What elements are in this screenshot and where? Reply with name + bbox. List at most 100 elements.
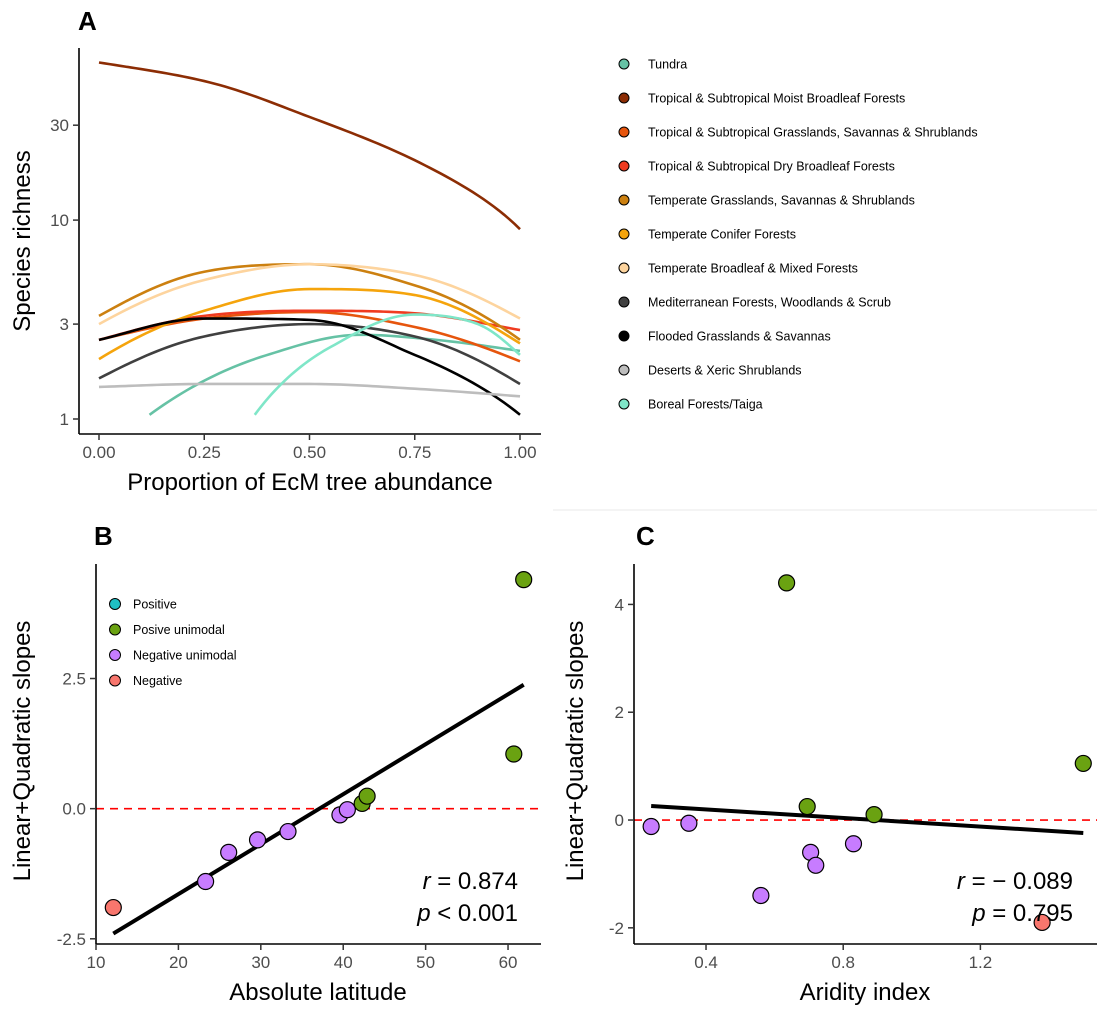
panel-b-x-tick-label: 50 (416, 953, 435, 972)
panel-c-point-negative-unimodal (642, 817, 660, 836)
panel-c-x-label: Aridity index (800, 979, 931, 1006)
panel-c-point-posive-unimodal (865, 806, 883, 824)
panel-b-y-tick-label: 2.5 (62, 670, 86, 689)
legend-label-positive: Positive (133, 598, 177, 612)
panel-a-y-ticks: 1 3 10 30 (50, 116, 79, 429)
legend-label-temperate-conifer-forests: Temperate Conifer Forests (648, 228, 796, 242)
panel-b-r-value: = 0.874 (431, 868, 518, 895)
legend-label-negative-unimodal: Negative unimodal (133, 649, 237, 663)
panel-c-p-value: = 0.795 (986, 900, 1073, 927)
panel-b-x-tick-label: 10 (87, 953, 106, 972)
panel-label-b: B (94, 521, 113, 551)
legend-key-temperate-grasslands-savannas-shrublands (618, 194, 630, 206)
panel-a-y-tick-label: 1 (60, 410, 69, 429)
panel-a-x-tick-label: 0.50 (293, 443, 326, 462)
panel-c-y-tick-label: 4 (615, 595, 624, 614)
panel-b-p-stat: p < 0.001 (416, 900, 518, 927)
curve-temperate-grasslands-savannas-shrublands (98, 262, 521, 341)
panel-c-p-stat: p = 0.795 (971, 900, 1073, 927)
curve-deserts-xeric-shrublands (98, 382, 521, 398)
panel-b-point-posive-unimodal (505, 745, 523, 763)
panel-a-x-tick-label: 1.00 (503, 443, 536, 462)
legend-key-posive-unimodal (109, 623, 121, 636)
panel-b-legend: Positive Posive unimodal Negative unimodal… (109, 598, 237, 688)
panel-a-lines (98, 61, 521, 416)
panel-b-point-negative-unimodal (338, 801, 356, 819)
panel-a-legend: Tundra Tropical & Subtropical Moist Broad… (618, 58, 978, 412)
panel-c-point-negative (1033, 913, 1051, 932)
panel-b-p-value: < 0.001 (431, 900, 518, 927)
legend-key-tropical-subtropical-grasslands-savannas-shrublands (618, 126, 630, 138)
panel-a-y-tick-label: 3 (60, 315, 69, 334)
panel-b: B 10 20 30 40 50 60 -2.5 0.0 2.5 Absolute latit… (9, 521, 541, 1006)
panel-b-x-ticks: 10 20 30 40 50 60 (87, 944, 518, 972)
legend-key-negative-unimodal (109, 649, 121, 661)
curve-flooded-grasslands-savannas (98, 317, 521, 416)
panel-c-y-label: Linear+Quadratic slopes (562, 621, 589, 882)
panel-b-point-negative-unimodal (197, 872, 215, 891)
panel-b-point-negative-unimodal (248, 831, 267, 849)
panel-c-y-tick-label: 0 (615, 811, 624, 830)
legend-label-negative: Negative (133, 674, 182, 688)
panel-b-points (104, 571, 533, 917)
panel-c-y-tick-label: 2 (615, 703, 624, 722)
panel-c-point-negative-unimodal (680, 814, 698, 832)
panel-b-point-negative (104, 898, 122, 917)
legend-label-temperate-broadleaf-mixed-forests: Temperate Broadleaf & Mixed Forests (648, 262, 858, 276)
panel-b-point-posive-unimodal (358, 787, 376, 805)
panel-c-x-tick-label: 0.8 (831, 953, 855, 972)
legend-key-positive (109, 598, 121, 610)
panel-a-x-label: Proportion of EcM tree abundance (127, 469, 493, 496)
panel-b-x-label: Absolute latitude (229, 979, 406, 1006)
panel-b-fit-line (112, 683, 525, 936)
legend-key-tropical-subtropical-moist-broadleaf-forests (618, 92, 630, 104)
panel-b-point-posive-unimodal (515, 571, 533, 589)
panel-label-a: A (78, 6, 97, 36)
panel-c-r-value: = − 0.089 (965, 868, 1073, 895)
legend-label-posive-unimodal: Posive unimodal (133, 623, 225, 637)
legend-label-mediterranean-forests-woodlands-scrub: Mediterranean Forests, Woodlands & Scrub (648, 296, 891, 310)
legend-label-tundra: Tundra (648, 58, 687, 72)
legend-label-boreal-forests-taiga: Boreal Forests/Taiga (648, 398, 763, 412)
panel-b-x-tick-label: 60 (499, 953, 518, 972)
panel-b-x-tick-label: 30 (251, 953, 270, 972)
panel-c-x-ticks: 0.4 0.8 1.2 (694, 944, 992, 972)
panel-b-p-label: p (416, 900, 430, 927)
panel-c-point-posive-unimodal (798, 797, 816, 816)
legend-label-tropical-subtropical-grasslands-savannas-shrublands: Tropical & Subtropical Grasslands, Savan… (648, 126, 978, 140)
legend-key-temperate-broadleaf-mixed-forests (618, 262, 630, 274)
panel-label-c: C (636, 521, 655, 551)
panel-a: A 0.00 0.25 0.50 0.75 1.00 1 3 10 30 Proportion… (9, 6, 978, 496)
legend-label-tropical-subtropical-moist-broadleaf-forests: Tropical & Subtropical Moist Broadleaf F… (648, 92, 905, 106)
panel-b-y-tick-label: 0.0 (62, 800, 86, 819)
panel-c-point-negative-unimodal (752, 886, 770, 905)
panel-c: C 0.4 0.8 1.2 -2 0 2 4 Aridity index Linear+Q… (562, 521, 1097, 1006)
legend-key-deserts-xeric-shrublands (618, 364, 630, 376)
panel-c-y-ticks: -2 0 2 4 (609, 595, 634, 938)
panel-a-x-tick-label: 0.75 (398, 443, 431, 462)
panel-b-x-tick-label: 40 (334, 953, 353, 972)
panel-c-x-tick-label: 1.2 (969, 953, 993, 972)
legend-key-flooded-grasslands-savannas (618, 330, 630, 342)
panel-c-points (642, 574, 1092, 932)
panel-c-r-label: r (957, 868, 966, 895)
panel-c-point-negative-unimodal (844, 835, 863, 853)
panel-a-x-ticks: 0.00 0.25 0.50 0.75 1.00 (82, 434, 537, 462)
legend-label-tropical-subtropical-dry-broadleaf-forests: Tropical & Subtropical Dry Broadleaf For… (648, 160, 895, 174)
curve-tropical-subtropical-moist-broadleaf-forests (98, 61, 521, 231)
legend-label-temperate-grasslands-savannas-shrublands: Temperate Grasslands, Savannas & Shrubla… (648, 194, 915, 208)
panel-b-y-ticks: -2.5 0.0 2.5 (57, 670, 96, 949)
panel-c-point-posive-unimodal (1074, 754, 1092, 773)
legend-key-negative (109, 674, 121, 687)
panel-b-point-negative-unimodal (279, 822, 297, 841)
legend-label-deserts-xeric-shrublands: Deserts & Xeric Shrublands (648, 364, 802, 378)
legend-key-tundra (618, 58, 630, 70)
panel-a-x-tick-label: 0.25 (188, 443, 221, 462)
panel-b-r-stat: r = 0.874 (423, 868, 518, 895)
legend-label-flooded-grasslands-savannas: Flooded Grasslands & Savannas (648, 330, 831, 344)
panel-b-r-label: r (423, 868, 432, 895)
panel-c-x-tick-label: 0.4 (694, 953, 718, 972)
panel-a-y-label: Species richness (9, 150, 36, 331)
panel-c-point-posive-unimodal (778, 574, 796, 592)
